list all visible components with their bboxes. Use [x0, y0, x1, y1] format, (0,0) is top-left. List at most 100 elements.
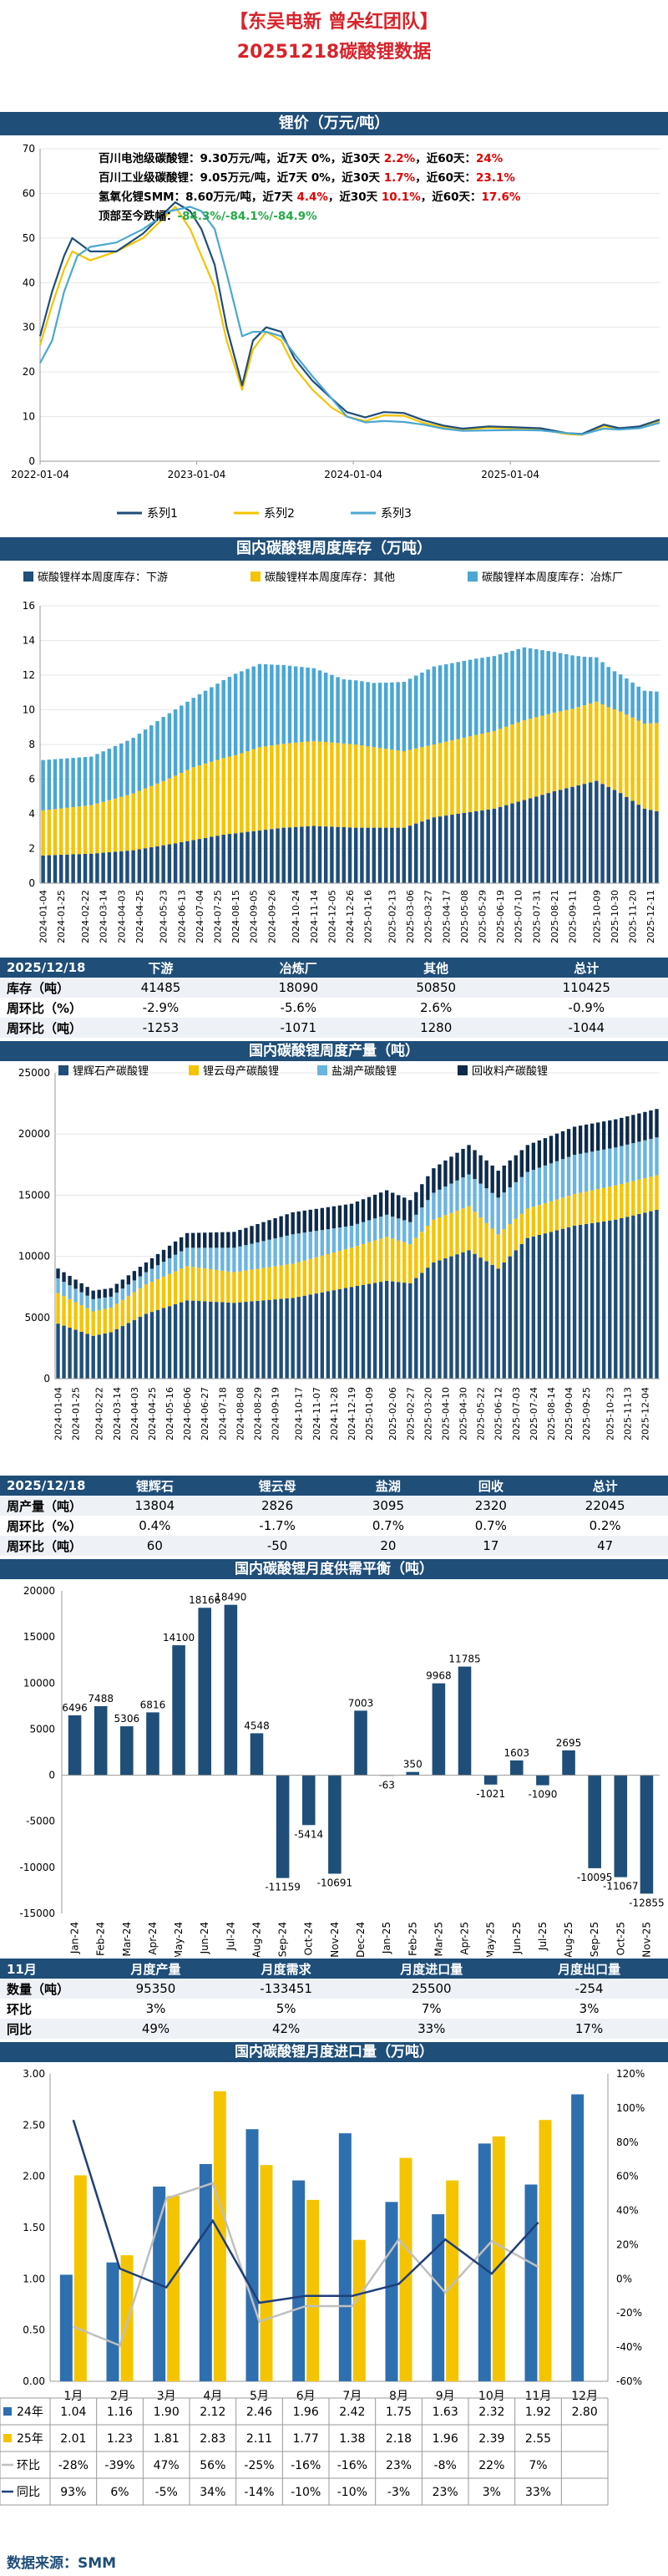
- bar-锂云母产碳酸锂: [126, 1296, 131, 1324]
- bar-回收料产碳酸锂: [408, 1200, 412, 1222]
- bar-碳酸锂样本周度库存：下游: [396, 827, 400, 883]
- bar-盐湖产碳酸锂: [209, 1247, 213, 1269]
- bar-回收料产碳酸锂: [109, 1288, 113, 1297]
- bar-碳酸锂样本周度库存：其他: [306, 741, 310, 826]
- table-cell: 2.80: [572, 2406, 598, 2419]
- bar-锂辉石产碳酸锂: [68, 1328, 72, 1379]
- bar-锂辉石产碳酸锂: [132, 1319, 137, 1379]
- bar-碳酸锂样本周度库存：下游: [173, 843, 178, 883]
- bar-碳酸锂样本周度库存：其他: [281, 744, 286, 828]
- bar-锂辉石产碳酸锂: [349, 1287, 354, 1379]
- bar-25年: [399, 2157, 412, 2381]
- bar-回收料产碳酸锂: [173, 1241, 178, 1255]
- table-cell: 2.39: [478, 2432, 504, 2446]
- bar-回收料产碳酸锂: [126, 1275, 131, 1285]
- bar-碳酸锂样本周度库存：冶炼厂: [263, 664, 268, 747]
- bar-盐湖产碳酸锂: [138, 1276, 143, 1288]
- bar-回收料产碳酸锂: [490, 1165, 494, 1193]
- bar-锂辉石产碳酸锂: [285, 1298, 289, 1379]
- bar-锂辉石产碳酸锂: [549, 1232, 554, 1379]
- bar-碳酸锂样本周度库存：下游: [71, 854, 75, 883]
- bar-碳酸锂样本周度库存：下游: [125, 851, 129, 883]
- bar-盐湖产碳酸锂: [73, 1288, 78, 1303]
- x-tick-label: 2024-11-28: [329, 1387, 340, 1440]
- balance-bar: [406, 1771, 420, 1776]
- x-tick-label: 2025-02-06: [387, 1387, 398, 1440]
- balance-bar: [458, 1666, 472, 1776]
- bar-碳酸锂样本周度库存：其他: [125, 795, 129, 851]
- bar-碳酸锂样本周度库存：其他: [101, 801, 105, 853]
- bar-24年: [338, 2133, 352, 2381]
- bar-碳酸锂样本周度库存：其他: [245, 751, 250, 832]
- bar-碳酸锂样本周度库存：冶炼厂: [53, 759, 58, 810]
- bar-回收料产碳酸锂: [285, 1214, 289, 1236]
- bar-碳酸锂样本周度库存：冶炼厂: [155, 721, 159, 784]
- bar-碳酸锂样本周度库存：其他: [625, 714, 629, 797]
- bar-碳酸锂样本周度库存：下游: [323, 826, 328, 883]
- bar-碳酸锂样本周度库存：冶炼厂: [372, 683, 377, 748]
- bar-碳酸锂样本周度库存：其他: [323, 742, 328, 827]
- bar-锂云母产碳酸锂: [602, 1187, 606, 1222]
- bar-回收料产碳酸锂: [114, 1283, 119, 1293]
- bar-盐湖产碳酸锂: [361, 1222, 366, 1244]
- x-tick-label: 2024-07-18: [217, 1387, 228, 1440]
- bar-锂云母产碳酸锂: [79, 1305, 84, 1332]
- x-tick-label: 2024-05-16: [164, 1387, 175, 1440]
- x-tick-label: 2024-09-05: [249, 890, 260, 943]
- bar-盐湖产碳酸锂: [631, 1143, 635, 1181]
- bar-碳酸锂样本周度库存：冶炼厂: [655, 691, 659, 724]
- table-cell: 3%: [483, 2486, 501, 2499]
- bar-回收料产碳酸锂: [279, 1216, 283, 1237]
- bar-碳酸锂样本周度库存：下游: [438, 816, 443, 883]
- bar-碳酸锂样本周度库存：冶炼厂: [161, 717, 165, 781]
- bar-碳酸锂样本周度库存：其他: [161, 780, 165, 846]
- bar-锂云母产碳酸锂: [232, 1272, 236, 1303]
- bar-碳酸锂样本周度库存：其他: [317, 741, 322, 826]
- bar-锂云母产碳酸锂: [620, 1183, 624, 1218]
- bar-锂云母产碳酸锂: [478, 1217, 483, 1258]
- bar-碳酸锂样本周度库存：冶炼厂: [167, 713, 172, 779]
- x-tick-label: 2023-01-04: [168, 469, 226, 480]
- bar-盐湖产碳酸锂: [103, 1297, 107, 1309]
- bar-回收料产碳酸锂: [302, 1210, 306, 1233]
- bar-锂辉石产碳酸锂: [426, 1268, 430, 1379]
- x-tick-label: 2024-11-14: [309, 890, 320, 943]
- table-cell: 49%: [92, 2019, 220, 2039]
- bar-锂辉石产碳酸锂: [372, 1283, 377, 1379]
- bar-碳酸锂样本周度库存：下游: [540, 795, 544, 883]
- bar-碳酸锂样本周度库存：下游: [414, 823, 418, 883]
- table-row: 周环比（%） -2.9% -5.6% 2.6% -0.9%: [0, 998, 668, 1018]
- bar-回收料产碳酸锂: [378, 1192, 383, 1217]
- bar-回收料产碳酸锂: [220, 1232, 225, 1248]
- x-tick-label: 2025-07-03: [511, 1387, 522, 1440]
- bar-碳酸锂样本周度库存：其他: [576, 707, 580, 785]
- bar-锂云母产碳酸锂: [343, 1249, 348, 1288]
- table-cell: 33%: [525, 2486, 551, 2499]
- bar-锂云母产碳酸锂: [614, 1185, 618, 1220]
- bar-盐湖产碳酸锂: [285, 1235, 289, 1265]
- x-tick-label: 2024-10-24: [291, 890, 301, 943]
- bar-碳酸锂样本周度库存：冶炼厂: [546, 651, 550, 714]
- y-tick-label: 2: [28, 843, 35, 855]
- table-header-cell: 回收: [439, 1476, 543, 1496]
- bar-碳酸锂样本周度库存：冶炼厂: [353, 680, 358, 744]
- bar-回收料产碳酸锂: [414, 1191, 418, 1215]
- bar-碳酸锂样本周度库存：冶炼厂: [426, 669, 430, 746]
- bar-锂云母产碳酸锂: [414, 1237, 418, 1278]
- bar-锂辉石产碳酸锂: [331, 1290, 337, 1379]
- bar-锂辉石产碳酸锂: [655, 1209, 659, 1379]
- bar-锂云母产碳酸锂: [238, 1271, 242, 1303]
- bar-盐湖产碳酸锂: [502, 1192, 506, 1230]
- x-tick-label: 2024-04-03: [129, 1387, 140, 1440]
- bar-盐湖产碳酸锂: [308, 1232, 312, 1259]
- bar-碳酸锂样本周度库存：冶炼厂: [113, 745, 118, 799]
- bar-回收料产碳酸锂: [543, 1138, 548, 1166]
- bar-盐湖产碳酸锂: [438, 1189, 442, 1217]
- bar-锂辉石产碳酸锂: [291, 1298, 295, 1379]
- bar-碳酸锂样本周度库存：冶炼厂: [492, 656, 497, 731]
- bar-碳酸锂样本周度库存：其他: [65, 807, 69, 855]
- bar-锂辉石产碳酸锂: [261, 1300, 266, 1379]
- x-tick-label: 6月: [296, 2390, 316, 2403]
- bar-碳酸锂样本周度库存：冶炼厂: [71, 758, 75, 807]
- bar-锂云母产碳酸锂: [578, 1192, 583, 1225]
